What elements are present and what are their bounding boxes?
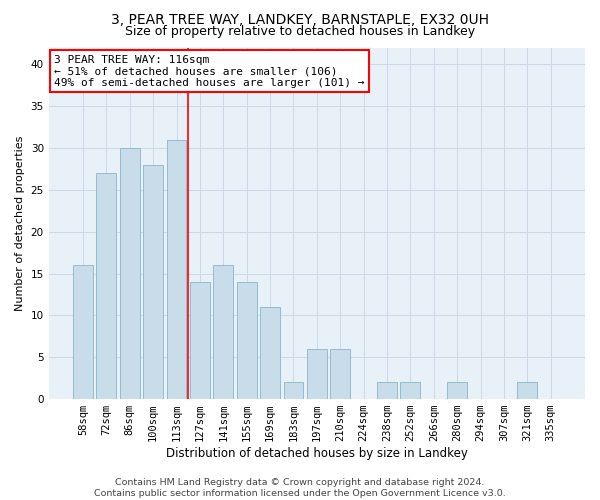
Bar bbox=[190, 282, 210, 399]
Bar bbox=[400, 382, 421, 399]
Text: 3, PEAR TREE WAY, LANDKEY, BARNSTAPLE, EX32 0UH: 3, PEAR TREE WAY, LANDKEY, BARNSTAPLE, E… bbox=[111, 12, 489, 26]
Bar bbox=[73, 265, 93, 399]
Text: 3 PEAR TREE WAY: 116sqm
← 51% of detached houses are smaller (106)
49% of semi-d: 3 PEAR TREE WAY: 116sqm ← 51% of detache… bbox=[54, 54, 365, 88]
Bar bbox=[517, 382, 537, 399]
Bar bbox=[307, 349, 327, 399]
Bar bbox=[447, 382, 467, 399]
X-axis label: Distribution of detached houses by size in Landkey: Distribution of detached houses by size … bbox=[166, 447, 468, 460]
Text: Size of property relative to detached houses in Landkey: Size of property relative to detached ho… bbox=[125, 25, 475, 38]
Bar bbox=[237, 282, 257, 399]
Bar bbox=[284, 382, 304, 399]
Bar bbox=[377, 382, 397, 399]
Bar bbox=[97, 173, 116, 399]
Bar bbox=[167, 140, 187, 399]
Text: Contains HM Land Registry data © Crown copyright and database right 2024.
Contai: Contains HM Land Registry data © Crown c… bbox=[94, 478, 506, 498]
Bar bbox=[143, 164, 163, 399]
Bar bbox=[214, 265, 233, 399]
Y-axis label: Number of detached properties: Number of detached properties bbox=[15, 136, 25, 311]
Bar bbox=[260, 307, 280, 399]
Bar bbox=[330, 349, 350, 399]
Bar bbox=[120, 148, 140, 399]
